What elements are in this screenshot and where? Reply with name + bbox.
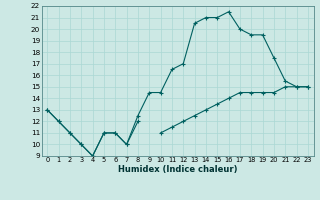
X-axis label: Humidex (Indice chaleur): Humidex (Indice chaleur) xyxy=(118,165,237,174)
